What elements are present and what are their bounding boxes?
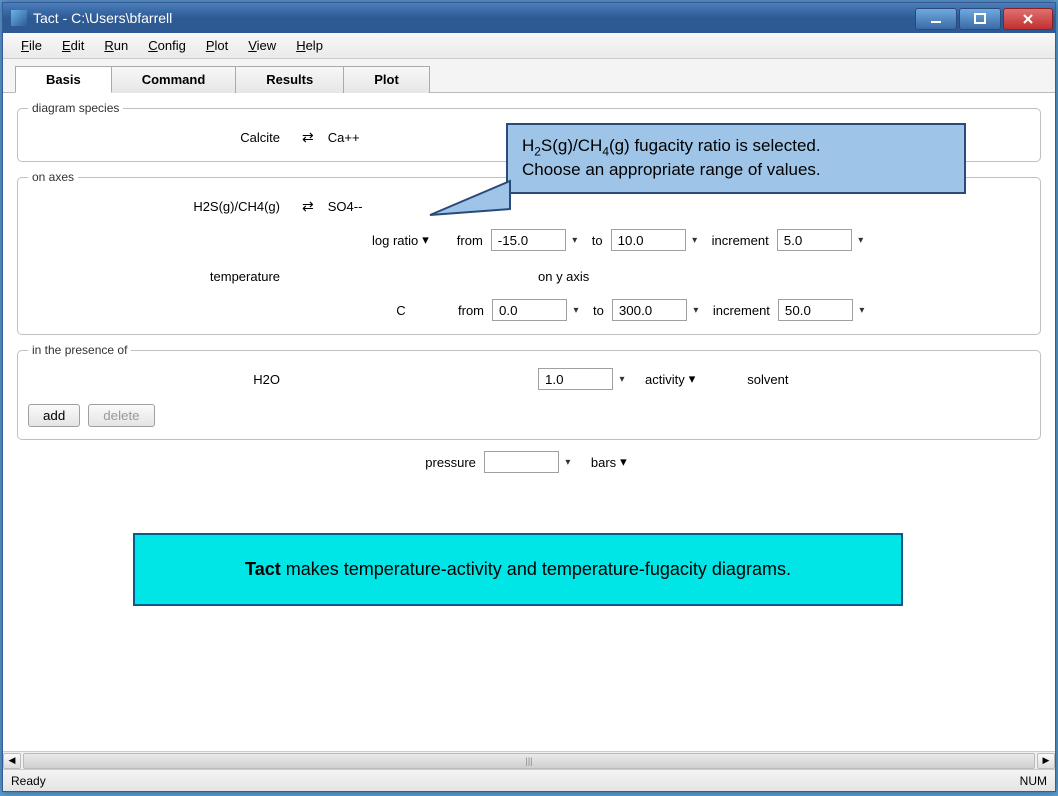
presence-value-dropdown[interactable]: ▾ <box>613 368 631 390</box>
presence-legend: in the presence of <box>28 343 131 357</box>
x-species-right[interactable]: SO4-- <box>328 199 363 214</box>
x-mode-dropdown[interactable]: log ratio ▾ <box>366 230 435 250</box>
horizontal-scrollbar[interactable]: ◀ ||| ▶ <box>3 751 1055 769</box>
presence-group: in the presence of H2O ▾ activity ▾ solv… <box>17 343 1041 440</box>
presence-value-input[interactable] <box>538 368 613 390</box>
add-button[interactable]: add <box>28 404 80 427</box>
scroll-track[interactable]: ||| <box>23 753 1035 769</box>
tabbar: Basis Command Results Plot <box>3 59 1055 93</box>
x-inc-dropdown[interactable]: ▾ <box>852 229 870 251</box>
tab-results[interactable]: Results <box>235 66 344 93</box>
y-label: temperature <box>28 269 288 284</box>
diagram-species-left[interactable]: Calcite <box>28 130 288 145</box>
x-to-input[interactable] <box>611 229 686 251</box>
banner-rest: makes temperature-activity and temperatu… <box>281 559 791 579</box>
menu-plot[interactable]: Plot <box>196 35 238 56</box>
app-icon <box>11 10 27 26</box>
y-inc-input[interactable] <box>778 299 853 321</box>
y-inc-label: increment <box>713 303 770 318</box>
status-num: NUM <box>1020 774 1047 788</box>
y-to-dropdown[interactable]: ▾ <box>687 299 705 321</box>
tab-basis[interactable]: Basis <box>15 66 112 93</box>
tab-plot[interactable]: Plot <box>343 66 430 93</box>
diagram-species-right[interactable]: Ca++ <box>328 130 360 145</box>
statusbar: Ready NUM <box>3 769 1055 791</box>
callout-line1: H2S(g)/CH4(g) fugacity ratio is selected… <box>522 135 950 159</box>
maximize-button[interactable] <box>959 8 1001 30</box>
scroll-thumb[interactable]: ||| <box>23 753 1035 769</box>
callout-line2: Choose an appropriate range of values. <box>522 159 950 182</box>
y-unit: C <box>366 303 436 318</box>
scroll-right-button[interactable]: ▶ <box>1037 753 1055 769</box>
pressure-input[interactable] <box>484 451 559 473</box>
swap-icon[interactable]: ⇄ <box>302 129 314 146</box>
presence-mode-label: activity <box>645 372 685 387</box>
window-title: Tact - C:\Users\bfarrell <box>33 10 915 26</box>
menu-config[interactable]: Config <box>138 35 196 56</box>
x-to-label: to <box>592 233 603 248</box>
tab-command[interactable]: Command <box>111 66 237 93</box>
on-axes-group: on axes H2S(g)/CH4(g) ⇄ SO4-- log ratio … <box>17 170 1041 335</box>
on-axes-legend: on axes <box>28 170 78 184</box>
titlebar: Tact - C:\Users\bfarrell <box>3 3 1055 33</box>
menubar: File Edit Run Config Plot View Help <box>3 33 1055 59</box>
chevron-down-icon: ▾ <box>689 371 696 387</box>
menu-run[interactable]: Run <box>94 35 138 56</box>
y-inc-dropdown[interactable]: ▾ <box>853 299 871 321</box>
delete-button[interactable]: delete <box>88 404 154 427</box>
menu-help[interactable]: Help <box>286 35 333 56</box>
x-species-left[interactable]: H2S(g)/CH4(g) <box>28 199 288 214</box>
x-to-dropdown[interactable]: ▾ <box>686 229 704 251</box>
pressure-unit-dropdown[interactable]: bars ▾ <box>585 452 633 472</box>
pressure-unit-label: bars <box>591 455 616 470</box>
presence-mode-dropdown[interactable]: activity ▾ <box>639 369 701 389</box>
banner-strong: Tact <box>245 559 281 579</box>
menu-file[interactable]: File <box>11 35 52 56</box>
menu-edit[interactable]: Edit <box>52 35 94 56</box>
x-inc-label: increment <box>712 233 769 248</box>
presence-role: solvent <box>747 372 788 387</box>
x-mode-label: log ratio <box>372 233 418 248</box>
scroll-left-button[interactable]: ◀ <box>3 753 21 769</box>
diagram-species-legend: diagram species <box>28 101 123 115</box>
menu-view[interactable]: View <box>238 35 286 56</box>
chevron-down-icon: ▾ <box>422 232 429 248</box>
presence-species[interactable]: H2O <box>28 372 288 387</box>
close-button[interactable] <box>1003 8 1053 30</box>
x-from-dropdown[interactable]: ▾ <box>566 229 584 251</box>
minimize-button[interactable] <box>915 8 957 30</box>
y-from-input[interactable] <box>492 299 567 321</box>
chevron-down-icon: ▾ <box>620 454 627 470</box>
pressure-label: pressure <box>425 455 476 470</box>
y-from-dropdown[interactable]: ▾ <box>567 299 585 321</box>
swap-icon[interactable]: ⇄ <box>302 198 314 215</box>
x-from-input[interactable] <box>491 229 566 251</box>
y-to-input[interactable] <box>612 299 687 321</box>
app-window: Tact - C:\Users\bfarrell File Edit Run C… <box>2 2 1056 792</box>
callout: H2S(g)/CH4(g) fugacity ratio is selected… <box>506 123 966 194</box>
pressure-dropdown[interactable]: ▾ <box>559 451 577 473</box>
y-to-label: to <box>593 303 604 318</box>
y-from-label: from <box>444 303 484 318</box>
status-left: Ready <box>11 774 46 788</box>
workarea: diagram species Calcite ⇄ Ca++ on axes H… <box>3 93 1055 751</box>
x-inc-input[interactable] <box>777 229 852 251</box>
banner: Tact makes temperature-activity and temp… <box>133 533 903 606</box>
x-from-label: from <box>443 233 483 248</box>
y-axis-note: on y axis <box>538 269 589 284</box>
